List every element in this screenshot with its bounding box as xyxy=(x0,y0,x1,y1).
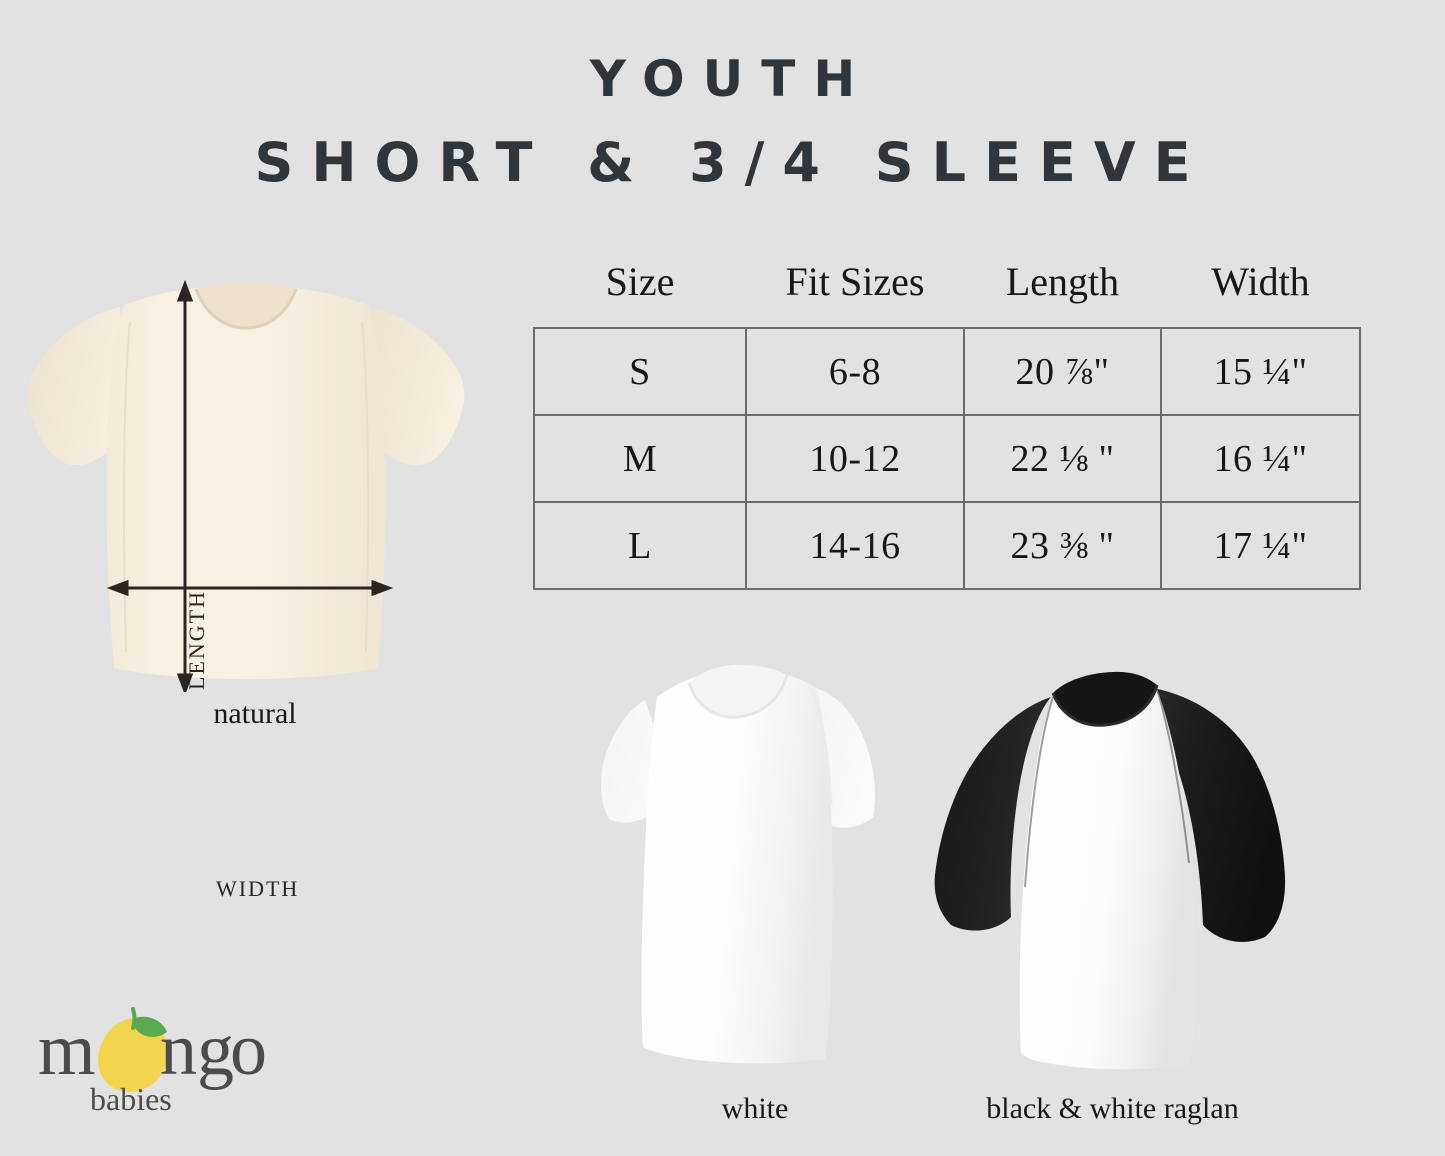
table-row: M 10-12 22 ⅛ " 16 ¼" xyxy=(533,414,1361,503)
cell-size: M xyxy=(533,414,747,503)
column-header-size: Size xyxy=(605,259,675,304)
column-header-length: Length xyxy=(1005,259,1120,304)
mango-stem xyxy=(131,1007,137,1030)
title-line-2: SHORT & 3/4 SLEEVE xyxy=(254,131,1209,194)
natural-shirt-diagram: LENGTH WIDTH natural xyxy=(20,272,490,901)
table-header-row: Size Fit Sizes Length Width xyxy=(534,258,1360,328)
raglan-seam-left xyxy=(1024,696,1054,888)
shirt-collar-seam xyxy=(194,288,298,330)
white-tee-collar-seam xyxy=(687,674,789,719)
cell-size: L xyxy=(533,501,747,590)
caption-white: white xyxy=(721,1092,789,1125)
length-label: LENGTH xyxy=(184,590,209,690)
cell-length: 20 ⅞" xyxy=(963,327,1162,416)
cell-size: S xyxy=(533,327,747,416)
column-header-width: Width xyxy=(1211,259,1310,304)
white-tee-body xyxy=(641,668,833,1064)
column-header-fit-sizes: Fit Sizes xyxy=(785,259,925,304)
logo-word-part-1: m xyxy=(38,1009,96,1091)
mongo-babies-logo: m ng o babies xyxy=(38,1007,267,1117)
cell-width: 16 ¼" xyxy=(1160,414,1361,503)
logo-subtitle: babies xyxy=(90,1081,172,1117)
table-row: S 6-8 20 ⅞" 15 ¼" xyxy=(533,327,1361,416)
product-photo-white-tee xyxy=(601,664,875,1064)
cell-fit: 14-16 xyxy=(745,501,965,590)
size-table: Size Fit Sizes Length Width S 6-8 20 ⅞" … xyxy=(533,258,1361,590)
white-tee-shoulder-shadow xyxy=(809,688,833,806)
raglan-right-sleeve xyxy=(1147,687,1286,942)
title-line-1: YOUTH xyxy=(589,50,874,108)
product-photo-raglan-tee xyxy=(934,671,1286,1070)
raglan-body xyxy=(1019,675,1196,1070)
tshirt-illustration xyxy=(27,279,465,692)
shirt-body xyxy=(106,286,386,679)
shirt-collar xyxy=(196,282,296,328)
raglan-collar-seam xyxy=(1051,684,1159,727)
raglan-collar xyxy=(1053,671,1157,726)
caption-natural: natural xyxy=(213,697,297,730)
shirt-left-sleeve xyxy=(27,307,130,466)
white-tee-collar xyxy=(689,664,787,718)
width-measurement-arrow xyxy=(106,579,394,597)
logo-word-part-3: o xyxy=(230,1009,267,1091)
raglan-left-sleeve xyxy=(934,697,1051,931)
table-row: L 14-16 23 ⅜ " 17 ¼" xyxy=(533,501,1361,590)
length-measurement-arrow xyxy=(176,279,194,692)
width-label: WIDTH xyxy=(216,876,300,901)
page-title: YOUTH SHORT & 3/4 SLEEVE xyxy=(0,50,1445,194)
cell-length: 22 ⅛ " xyxy=(963,414,1162,503)
caption-raglan: black & white raglan xyxy=(986,1092,1239,1125)
cell-fit: 6-8 xyxy=(745,327,965,416)
shirt-seam-right xyxy=(361,321,370,653)
cell-width: 15 ¼" xyxy=(1160,327,1361,416)
cell-width: 17 ¼" xyxy=(1160,501,1361,590)
mango-icon xyxy=(98,1007,168,1092)
cell-length: 23 ⅜ " xyxy=(963,501,1162,590)
mango-leaf xyxy=(135,1016,167,1037)
logo-word-part-2: ng xyxy=(160,1009,234,1091)
shirt-right-sleeve xyxy=(362,307,465,466)
cell-fit: 10-12 xyxy=(745,414,965,503)
raglan-seam-right xyxy=(1156,688,1190,864)
